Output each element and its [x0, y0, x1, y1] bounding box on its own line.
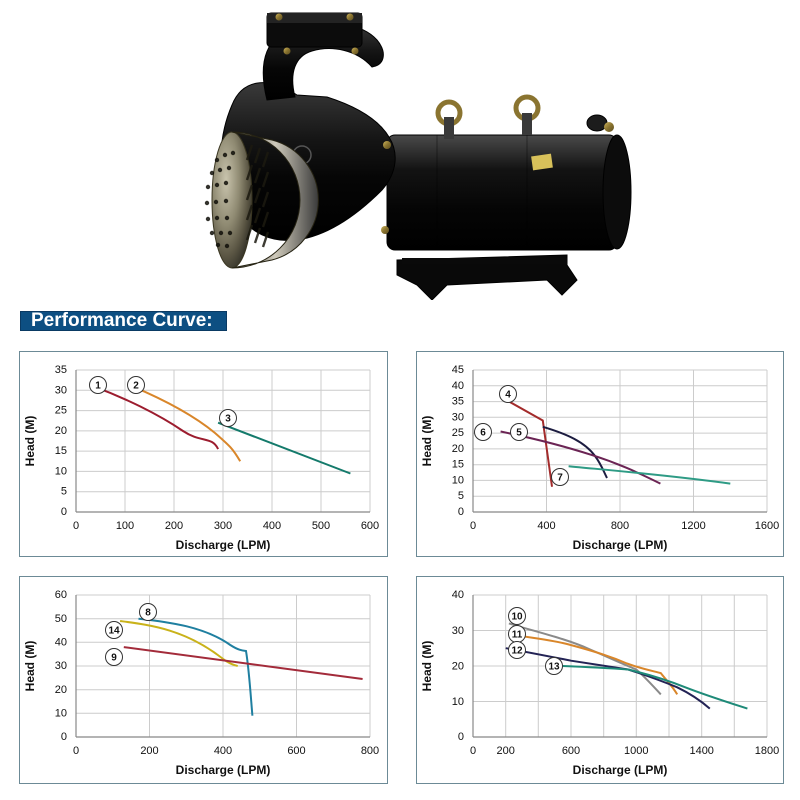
- svg-text:50: 50: [55, 613, 67, 625]
- svg-text:20: 20: [55, 425, 67, 437]
- svg-text:7: 7: [557, 473, 563, 484]
- svg-text:0: 0: [458, 731, 464, 743]
- svg-text:40: 40: [55, 637, 67, 649]
- svg-text:25: 25: [452, 427, 464, 439]
- svg-text:400: 400: [214, 745, 232, 757]
- svg-text:Discharge (LPM): Discharge (LPM): [573, 538, 668, 552]
- svg-text:Head (M): Head (M): [420, 416, 434, 467]
- svg-text:5: 5: [458, 490, 464, 502]
- svg-text:0: 0: [458, 506, 464, 518]
- svg-text:0: 0: [73, 520, 79, 532]
- svg-text:10: 10: [452, 696, 464, 708]
- svg-text:4: 4: [505, 390, 511, 401]
- svg-text:30: 30: [55, 384, 67, 396]
- svg-text:14: 14: [108, 626, 120, 637]
- svg-text:13: 13: [548, 662, 560, 673]
- svg-text:9: 9: [111, 653, 117, 664]
- svg-text:0: 0: [73, 745, 79, 757]
- svg-text:1400: 1400: [689, 745, 713, 757]
- svg-text:40: 40: [452, 380, 464, 392]
- svg-text:15: 15: [55, 445, 67, 457]
- svg-text:1600: 1600: [755, 520, 779, 532]
- svg-text:5: 5: [61, 486, 67, 498]
- svg-text:600: 600: [562, 745, 580, 757]
- svg-text:10: 10: [511, 612, 523, 623]
- svg-text:60: 60: [55, 589, 67, 601]
- svg-text:Head (M): Head (M): [23, 641, 37, 692]
- svg-text:3: 3: [225, 414, 231, 425]
- svg-text:45: 45: [452, 364, 464, 376]
- svg-text:10: 10: [55, 708, 67, 720]
- svg-text:10: 10: [55, 465, 67, 477]
- svg-text:0: 0: [61, 506, 67, 518]
- svg-text:10: 10: [452, 474, 464, 486]
- svg-text:600: 600: [287, 745, 305, 757]
- svg-text:400: 400: [263, 520, 281, 532]
- svg-text:35: 35: [452, 396, 464, 408]
- svg-text:30: 30: [55, 660, 67, 672]
- svg-text:0: 0: [470, 520, 476, 532]
- svg-text:400: 400: [537, 520, 555, 532]
- svg-text:15: 15: [452, 459, 464, 471]
- svg-text:1200: 1200: [681, 520, 705, 532]
- svg-text:600: 600: [361, 520, 379, 532]
- svg-text:1: 1: [95, 381, 101, 392]
- svg-text:300: 300: [214, 520, 232, 532]
- svg-text:40: 40: [452, 589, 464, 601]
- svg-text:800: 800: [611, 520, 629, 532]
- svg-text:30: 30: [452, 625, 464, 637]
- svg-text:6: 6: [480, 428, 486, 439]
- svg-text:Discharge (LPM): Discharge (LPM): [176, 763, 271, 777]
- svg-text:200: 200: [497, 745, 515, 757]
- svg-text:800: 800: [361, 745, 379, 757]
- svg-text:11: 11: [512, 630, 523, 641]
- svg-text:20: 20: [55, 684, 67, 696]
- svg-text:35: 35: [55, 364, 67, 376]
- svg-text:100: 100: [116, 520, 134, 532]
- svg-text:0: 0: [470, 745, 476, 757]
- svg-text:2: 2: [133, 381, 139, 392]
- svg-text:Discharge (LPM): Discharge (LPM): [176, 538, 271, 552]
- svg-text:1000: 1000: [624, 745, 648, 757]
- svg-text:8: 8: [145, 608, 151, 619]
- svg-text:25: 25: [55, 405, 67, 417]
- svg-text:20: 20: [452, 661, 464, 673]
- svg-text:500: 500: [312, 520, 330, 532]
- svg-text:0: 0: [61, 731, 67, 743]
- svg-text:Discharge (LPM): Discharge (LPM): [573, 763, 668, 777]
- svg-text:30: 30: [452, 411, 464, 423]
- svg-text:Head (M): Head (M): [420, 641, 434, 692]
- svg-text:Head (M): Head (M): [23, 416, 37, 467]
- svg-text:5: 5: [516, 428, 522, 439]
- svg-text:12: 12: [511, 646, 523, 657]
- svg-text:20: 20: [452, 443, 464, 455]
- svg-text:1800: 1800: [755, 745, 779, 757]
- svg-text:200: 200: [165, 520, 183, 532]
- svg-text:200: 200: [140, 745, 158, 757]
